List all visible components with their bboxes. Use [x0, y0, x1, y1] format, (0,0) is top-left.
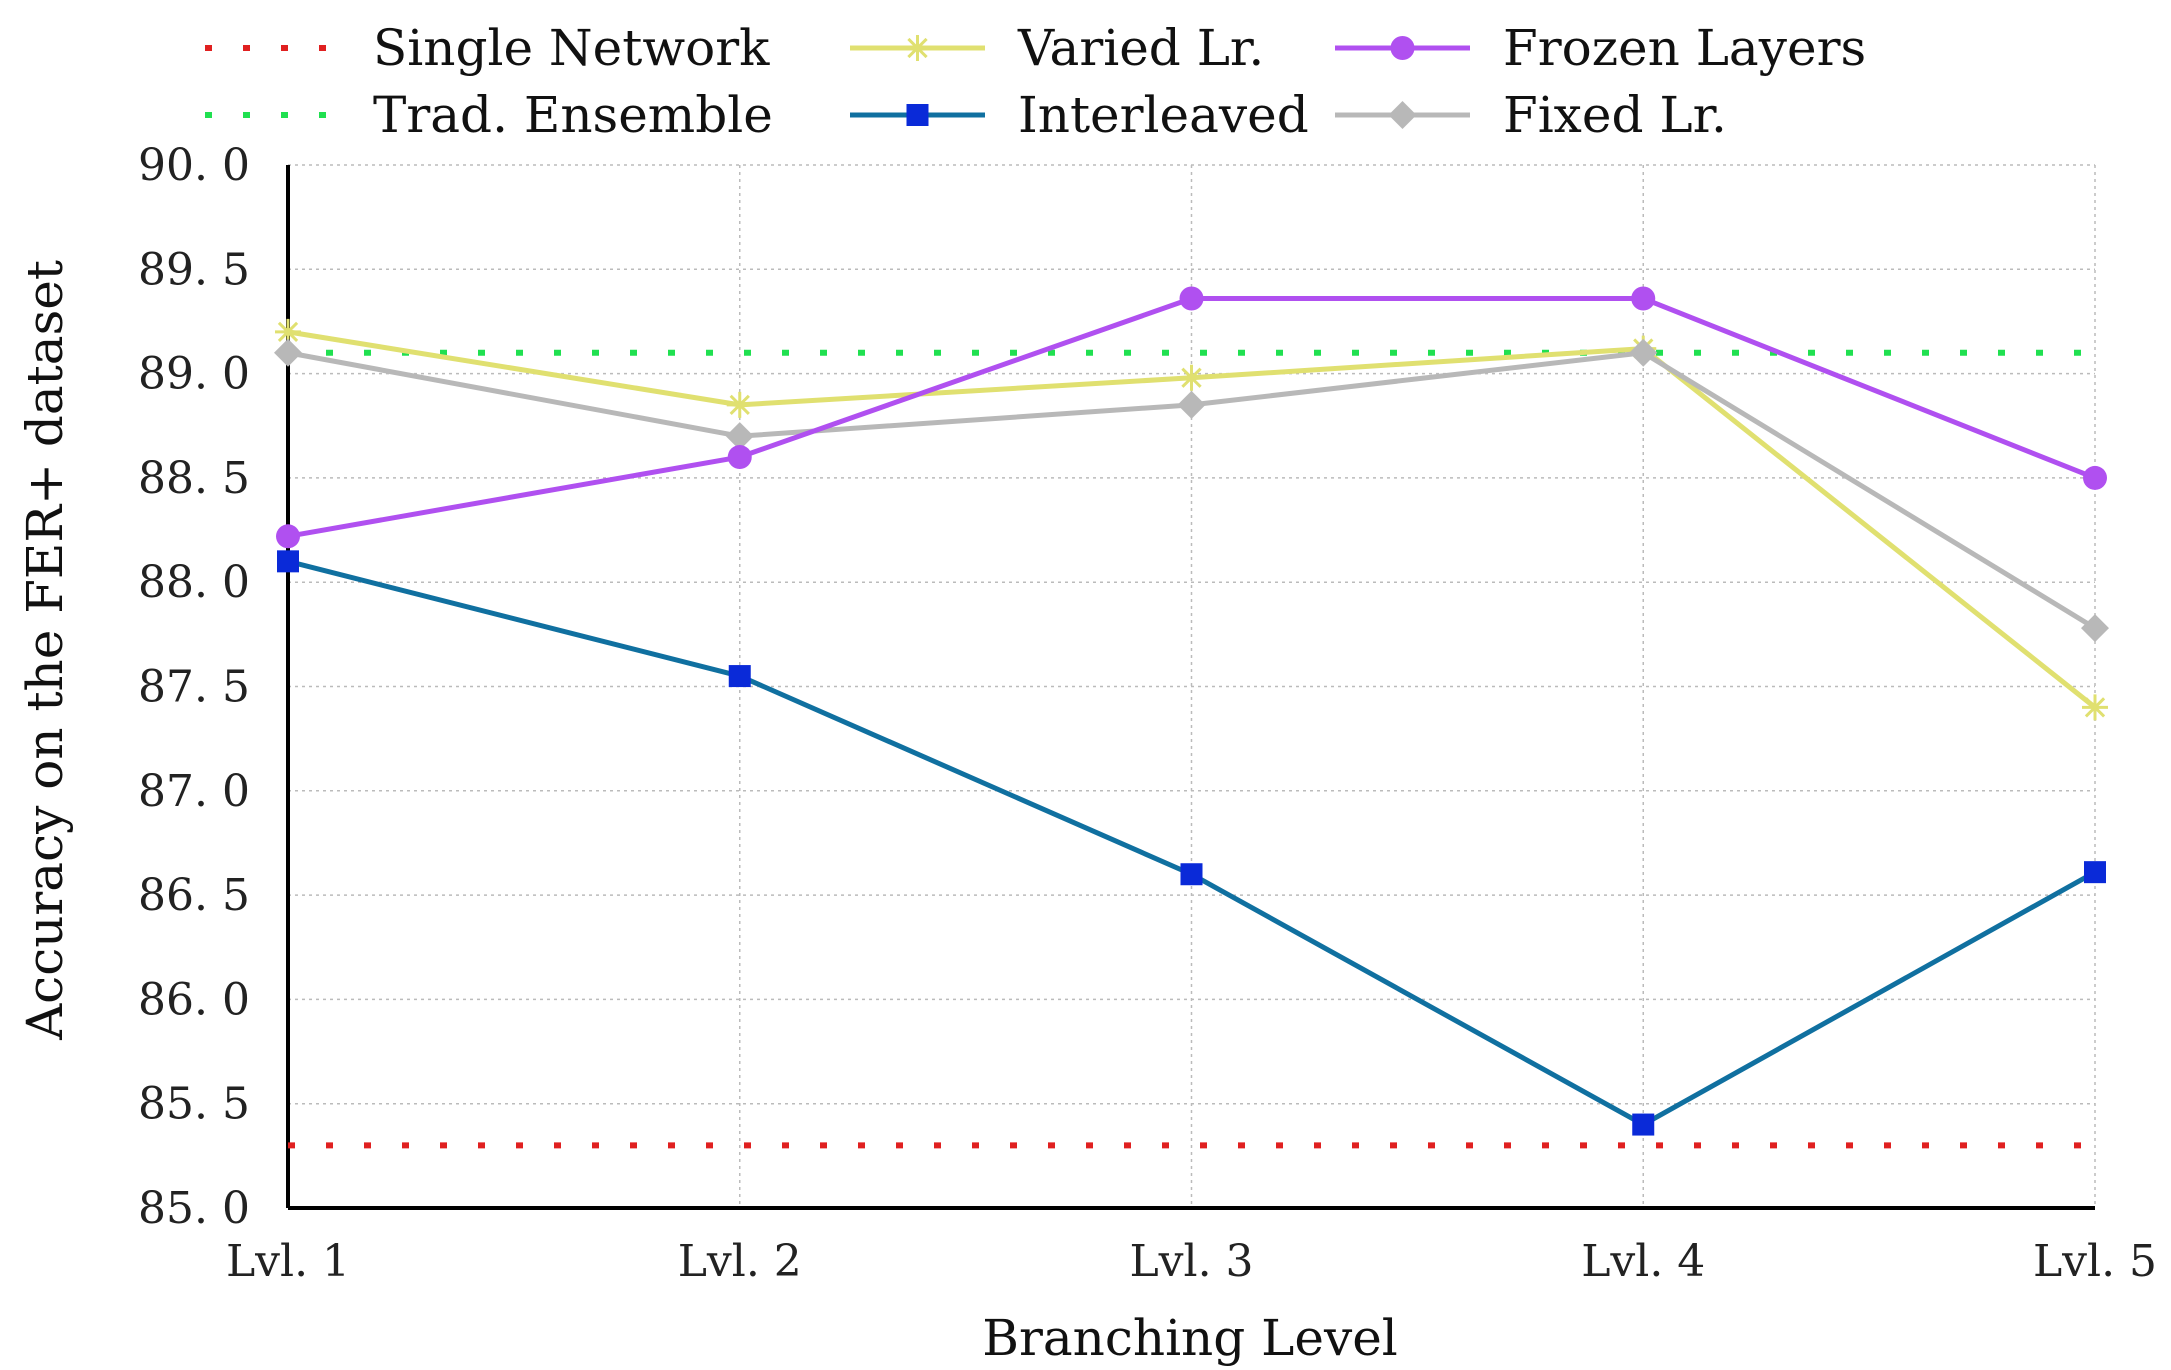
series-varied-lr: [275, 318, 2108, 721]
data-point-fixed-lr: [274, 338, 302, 367]
data-point-fixed-lr: [1177, 390, 1206, 419]
x-tick-label: Lvl. 3: [1129, 1236, 1253, 1287]
y-tick-label: 86. 5: [138, 870, 250, 921]
y-tick-label: 85. 5: [138, 1079, 250, 1130]
y-tick-label: 89. 0: [138, 349, 250, 400]
data-point-varied-lr: [726, 391, 753, 418]
data-point-varied-lr: [275, 318, 301, 345]
legend-item-varied-lr: Varied Lr.: [850, 19, 1264, 77]
data-point-varied-lr: [2082, 694, 2108, 721]
legend-marker: [1390, 36, 1415, 60]
data-point-frozen-layers: [2083, 465, 2107, 490]
x-tick-label: Lvl. 4: [1581, 1236, 1705, 1287]
y-tick-label: 87. 5: [138, 662, 250, 713]
legend-label: Interleaved: [1018, 86, 1309, 144]
legend-item-frozen-layers: Frozen Layers: [1335, 19, 1866, 77]
data-point-interleaved: [1632, 1113, 1655, 1136]
legend-item-fixed-lr: Fixed Lr.: [1335, 86, 1727, 144]
legend-item-single-network: Single Network: [205, 19, 770, 77]
series-layer: [274, 286, 2109, 1149]
y-tick-label: 90. 0: [138, 140, 250, 191]
data-point-fixed-lr: [1629, 338, 1658, 367]
series-fixed-lr: [274, 338, 2109, 643]
legend-marker: [1388, 101, 1417, 129]
data-point-interleaved: [2084, 861, 2106, 884]
y-tick-label: 85. 0: [138, 1183, 250, 1234]
axes-layer: 85. 0 85. 5 86. 0 86. 5 87. 0 87. 5 88. 0 88. 5…: [138, 140, 2157, 1287]
legend-item-trad-ensemble: Trad. Ensemble: [205, 86, 773, 144]
y-tick-label: 86. 0: [138, 974, 250, 1025]
legend-label: Fixed Lr.: [1503, 86, 1727, 144]
legend-label: Trad. Ensemble: [373, 86, 773, 144]
x-tick-label: Lvl. 1: [226, 1236, 350, 1287]
legend-label: Frozen Layers: [1503, 19, 1866, 77]
legend-label: Varied Lr.: [1017, 19, 1264, 77]
data-point-fixed-lr: [725, 422, 754, 451]
x-tick-label: Lvl. 2: [678, 1236, 802, 1287]
y-axis-title: Accuracy on the FER+ dataset: [16, 260, 74, 1041]
x-axis-title: Branching Level: [982, 1309, 1398, 1367]
data-point-interleaved: [277, 550, 299, 573]
data-point-frozen-layers: [727, 445, 752, 470]
legend-item-interleaved: Interleaved: [850, 86, 1309, 144]
legend-label: Single Network: [373, 19, 770, 77]
data-point-varied-lr: [1178, 364, 1205, 391]
data-point-interleaved: [1180, 863, 1203, 886]
data-point-interleaved: [728, 665, 751, 688]
legend-marker: [904, 35, 931, 61]
series-frozen-layers: [276, 286, 2107, 549]
data-point-fixed-lr: [2081, 614, 2109, 643]
y-tick-label: 88. 0: [138, 557, 250, 608]
y-tick-label: 89. 5: [138, 244, 250, 295]
y-tick-label: 88. 5: [138, 453, 250, 504]
data-point-frozen-layers: [1631, 286, 1656, 311]
data-point-frozen-layers: [276, 524, 300, 549]
grid-layer: [288, 164, 2096, 1208]
series-interleaved: [277, 550, 2106, 1136]
y-tick-label: 87. 0: [138, 766, 250, 817]
x-tick-label: Lvl. 5: [2033, 1236, 2157, 1287]
legend: Single Network Varied Lr. Frozen Layers Tra…: [205, 19, 1866, 144]
legend-marker: [906, 104, 929, 126]
data-point-frozen-layers: [1179, 286, 1204, 311]
